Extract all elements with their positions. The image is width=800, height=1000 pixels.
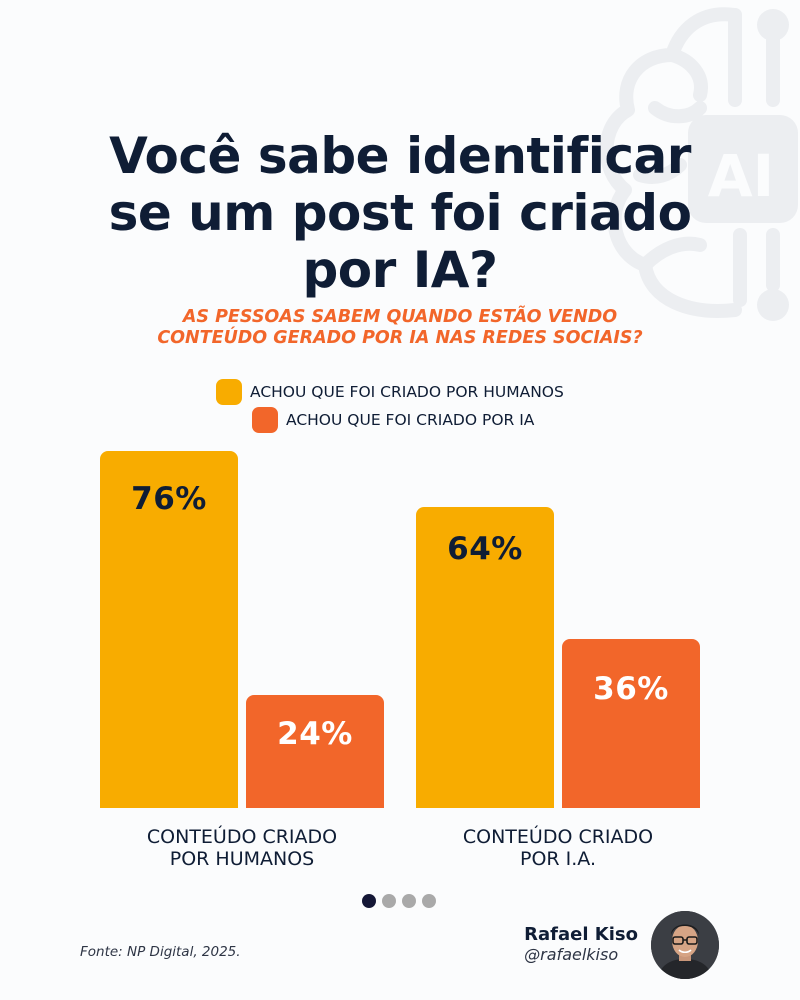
author-block: Rafael Kiso @rafaelkiso xyxy=(524,925,638,965)
bar-ai-thought-human: 64% xyxy=(416,507,554,808)
legend-swatch-yellow xyxy=(216,379,242,405)
title-line-1: Você sabe identificar xyxy=(109,127,691,185)
bar-humans-thought-ai: 24% xyxy=(246,695,384,808)
category-label-humans: CONTEÚDO CRIADO POR HUMANOS xyxy=(92,826,392,870)
legend-label: ACHOU QUE FOI CRIADO POR IA xyxy=(286,411,535,429)
category-line-1: CONTEÚDO CRIADO xyxy=(146,826,338,848)
legend-label: ACHOU QUE FOI CRIADO POR HUMANOS xyxy=(250,383,564,401)
title-line-2: se um post foi criado xyxy=(108,184,692,242)
subtitle: AS PESSOAS SABEM QUANDO ESTÃO VENDO CONT… xyxy=(0,307,800,349)
legend-item-ai: ACHOU QUE FOI CRIADO POR IA xyxy=(252,406,534,434)
category-line-2: POR HUMANOS xyxy=(169,848,315,870)
source-citation: Fonte: NP Digital, 2025. xyxy=(80,944,241,960)
svg-text:AI: AI xyxy=(708,142,774,210)
legend-item-humans: ACHOU QUE FOI CRIADO POR HUMANOS xyxy=(216,378,564,406)
bar-value-label: 36% xyxy=(593,671,669,707)
bar-humans-thought-human: 76% xyxy=(100,451,238,808)
subtitle-line-2: CONTEÚDO GERADO POR IA NAS REDES SOCIAIS… xyxy=(157,328,643,348)
legend-swatch-orange xyxy=(252,407,278,433)
avatar xyxy=(651,911,719,979)
brain-ai-watermark-icon: AI xyxy=(599,7,798,321)
carousel-pagination xyxy=(362,894,436,908)
page-dot[interactable] xyxy=(422,894,436,908)
bar-value-label: 76% xyxy=(131,481,207,517)
title-line-3: por IA? xyxy=(302,241,498,299)
category-line-1: CONTEÚDO CRIADO xyxy=(462,826,654,848)
category-line-2: POR I.A. xyxy=(520,848,596,870)
page-dot[interactable] xyxy=(402,894,416,908)
person-avatar-icon xyxy=(651,911,719,979)
bar-value-label: 64% xyxy=(447,531,523,567)
bar-value-label: 24% xyxy=(277,716,353,752)
subtitle-line-1: AS PESSOAS SABEM QUANDO ESTÃO VENDO xyxy=(182,307,618,327)
page-title: Você sabe identificar se um post foi cri… xyxy=(0,128,800,299)
category-label-ai: CONTEÚDO CRIADO POR I.A. xyxy=(408,826,708,870)
bar-ai-thought-ai: 36% xyxy=(562,639,700,808)
page-dot-active[interactable] xyxy=(362,894,376,908)
author-handle: @rafaelkiso xyxy=(524,945,619,964)
author-name: Rafael Kiso xyxy=(524,924,638,945)
page-dot[interactable] xyxy=(382,894,396,908)
